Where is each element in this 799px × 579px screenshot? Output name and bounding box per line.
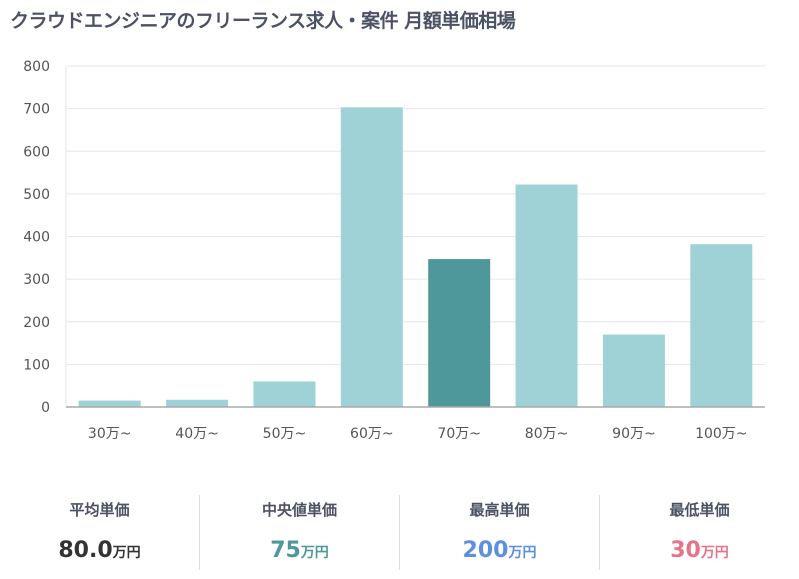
x-tick-label: 60万~: [350, 426, 394, 442]
stats-row: 平均単価 80.0万円 中央値単価 75万円 最高単価 200万円 最低単価 3…: [0, 495, 799, 570]
stat-unit: 万円: [300, 545, 329, 561]
y-tick-label: 300: [23, 272, 50, 288]
stat-value: 75: [270, 538, 301, 563]
x-tick-label: 80万~: [525, 426, 569, 442]
stat-label: 中央値単価: [261, 501, 337, 519]
x-tick-label: 70万~: [437, 426, 481, 442]
stat-value: 80.0: [58, 538, 113, 563]
bar-50万~: [253, 381, 316, 407]
y-tick-label: 600: [23, 144, 50, 160]
x-tick-label: 40万~: [175, 426, 219, 442]
stat-max: 最高単価 200万円: [400, 495, 600, 570]
y-tick-label: 400: [23, 230, 50, 246]
y-tick-label: 0: [41, 400, 50, 416]
bar-40万~: [166, 399, 229, 407]
stat-unit: 万円: [508, 545, 537, 561]
stat-median: 中央値単価 75万円: [200, 495, 400, 570]
bar-60万~: [340, 107, 403, 407]
bar-70万~: [428, 259, 491, 407]
stat-average: 平均単価 80.0万円: [0, 495, 200, 570]
y-tick-label: 200: [23, 315, 50, 331]
y-tick-label: 500: [23, 187, 50, 203]
stat-label: 最高単価: [469, 501, 530, 519]
bar-80万~: [515, 184, 578, 407]
stat-unit: 万円: [700, 545, 729, 561]
x-tick-label: 100万~: [695, 426, 747, 442]
stat-label: 平均単価: [69, 501, 130, 519]
bar-30万~: [78, 400, 141, 407]
stat-min: 最低単価 30万円: [600, 495, 799, 570]
stat-value: 30: [670, 538, 701, 563]
x-tick-label: 30万~: [88, 426, 132, 442]
chart-title: クラウドエンジニアのフリーランス求人・案件 月額単価相場: [10, 10, 516, 32]
x-tick-label: 90万~: [612, 426, 656, 442]
stat-label: 最低単価: [669, 501, 730, 519]
bar-100万~: [690, 244, 753, 407]
x-tick-label: 50万~: [263, 426, 307, 442]
y-tick-label: 700: [23, 102, 50, 118]
stat-unit: 万円: [112, 545, 141, 561]
y-tick-label: 100: [23, 357, 50, 373]
y-tick-label: 800: [23, 59, 50, 75]
bar-chart: 0 100 200 300 400 500 600 700 800 30万~ 40万~ 50万~ 60万…: [23, 59, 765, 442]
stat-value: 200: [462, 538, 509, 563]
bar-90万~: [602, 334, 665, 407]
